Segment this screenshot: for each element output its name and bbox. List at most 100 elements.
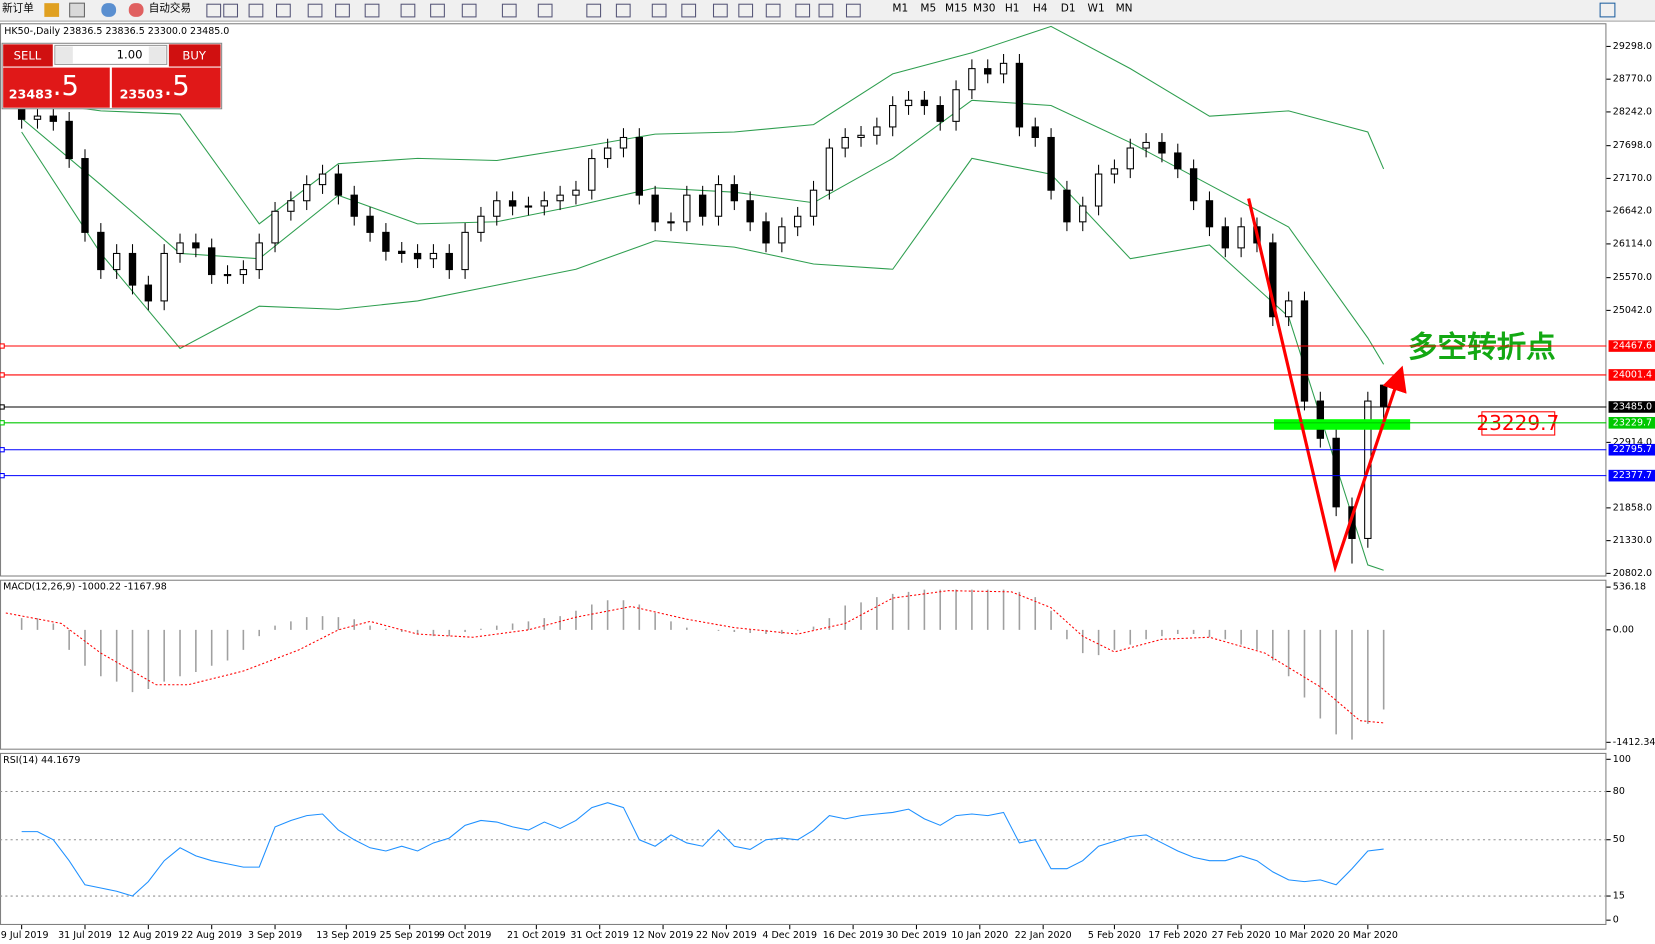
level-label: 23229.7 [1613, 417, 1652, 428]
candle-body [651, 194, 659, 223]
candle-body [762, 221, 770, 244]
candle-body [287, 200, 295, 212]
y-tick-label: 28770.0 [1613, 74, 1652, 85]
ask-price[interactable]: 23503 [120, 87, 164, 102]
level-tag [1608, 401, 1655, 413]
sell-label[interactable]: SELL [14, 48, 42, 62]
candle-body [1332, 437, 1340, 508]
timeframe-button[interactable]: M15 [945, 2, 968, 14]
level-tag [1608, 469, 1655, 482]
band-upper [21, 25, 1385, 225]
toolbar-icon [276, 3, 291, 18]
rsi-panel [0, 752, 1607, 925]
candle-body [112, 252, 121, 271]
x-tick-label: 25 Sep 2019 [380, 930, 440, 941]
candle-body [477, 215, 485, 233]
candle-body [683, 194, 691, 223]
band-lower [21, 131, 1384, 571]
candle-body [1094, 173, 1103, 207]
lot-up[interactable] [148, 46, 166, 64]
candle-body [461, 231, 469, 271]
rsi-plot [0, 790, 1607, 897]
timeframe-button[interactable]: MN [1116, 2, 1133, 14]
y-tick-label: 20802.0 [1613, 568, 1652, 579]
toolbar-icon [681, 3, 697, 18]
new-order-button[interactable]: 新订单 [2, 1, 34, 14]
bid-fraction[interactable]: .5 [53, 71, 79, 102]
toolbar-icon [364, 3, 380, 18]
candle-body [160, 252, 168, 302]
y-tick-label: 27698.0 [1613, 140, 1652, 151]
ask-box[interactable] [111, 67, 221, 108]
candle-body [635, 136, 644, 196]
x-tick-label: 27 Feb 2020 [1212, 930, 1271, 941]
candle-body [318, 173, 327, 186]
chart-title: HK50-,Daily 23836.5 23836.5 23300.0 2348… [4, 26, 229, 37]
candle-body [952, 89, 960, 122]
candle-body [857, 134, 865, 139]
icon[interactable] [69, 2, 85, 18]
candle-body [350, 194, 358, 217]
candle-body [904, 99, 913, 107]
candle-body [239, 269, 248, 276]
timeframe-button[interactable]: H1 [1005, 2, 1020, 14]
timeframe-button[interactable]: M1 [892, 2, 908, 14]
signal-line [5, 590, 1384, 724]
y-tick-label: 25570.0 [1613, 272, 1652, 283]
timeframe-button[interactable]: W1 [1088, 2, 1105, 14]
candle-body [1205, 200, 1214, 228]
candle-body [540, 200, 548, 207]
lot-input[interactable] [54, 44, 168, 65]
lot-value[interactable]: 1.00 [117, 47, 143, 61]
auto-trading-button[interactable]: 自动交易 [149, 1, 191, 14]
candle-body [603, 147, 612, 160]
candle-body [825, 147, 834, 191]
ask-fraction[interactable]: .5 [164, 71, 190, 102]
bid-price[interactable]: 23483 [9, 87, 53, 102]
level-handle [0, 343, 5, 349]
bid-box[interactable] [3, 67, 110, 108]
toolbar-icon [712, 3, 728, 18]
search-icon[interactable] [1599, 2, 1616, 18]
toolbar-icon [223, 3, 239, 18]
icon[interactable] [44, 3, 60, 17]
candle-body [1174, 152, 1182, 170]
candle-body [556, 194, 564, 202]
timeframe-button[interactable]: D1 [1061, 2, 1076, 14]
toolbar-icon [307, 3, 323, 18]
sell-button[interactable] [3, 44, 53, 67]
timeframe-button[interactable]: H4 [1033, 2, 1048, 14]
candle-body [1047, 136, 1055, 191]
toolbar [0, 0, 1655, 22]
icon[interactable] [128, 3, 144, 17]
y-tick-label: 100 [1613, 754, 1631, 765]
y-tick-label: 27170.0 [1613, 173, 1652, 184]
candle-body [128, 252, 137, 286]
candle-body [1158, 141, 1166, 154]
toolbar-icon [738, 3, 754, 18]
toolbar-icon [615, 3, 631, 18]
lot-down[interactable] [55, 46, 73, 64]
y-tick-label: 50 [1613, 834, 1625, 845]
candle-body [33, 115, 42, 120]
x-tick-label: 12 Nov 2019 [633, 930, 694, 941]
timeframe-button[interactable]: M30 [973, 2, 996, 14]
candle-body [1284, 300, 1293, 318]
candle-body [778, 226, 786, 244]
level-label: 24001.4 [1613, 369, 1652, 380]
icon[interactable] [101, 3, 117, 17]
x-tick-label: 20 Mar 2020 [1338, 930, 1398, 941]
toolbar-icon [651, 3, 667, 18]
toolbar-icon [818, 3, 834, 18]
candle-body [144, 284, 153, 302]
x-tick-label: 17 Feb 2020 [1148, 930, 1207, 941]
candle-body [1221, 226, 1229, 249]
buy-button[interactable] [168, 44, 221, 67]
candle-body [936, 105, 944, 122]
level-handle [0, 372, 5, 378]
candle-body [1110, 168, 1119, 175]
timeframes: M1 M5 M15 M30 H1 H4 D1 W1 MN [892, 2, 1132, 14]
x-tick-label: 22 Aug 2019 [181, 930, 242, 941]
buy-label[interactable]: BUY [182, 48, 206, 62]
timeframe-button[interactable]: M5 [920, 2, 936, 14]
